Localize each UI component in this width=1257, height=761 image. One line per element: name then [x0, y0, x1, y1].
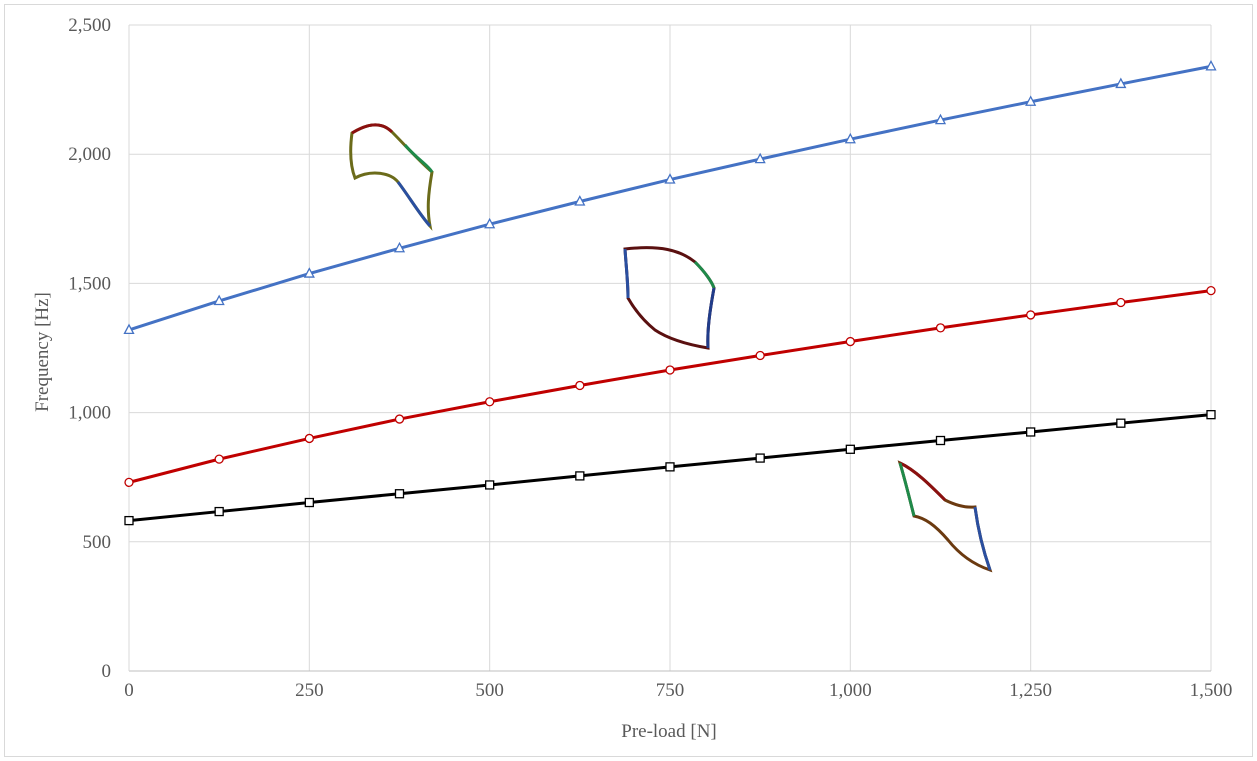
chart-frame [4, 4, 1253, 757]
series-1-point-10 [1026, 310, 1036, 320]
upper-mode-shape-icon [349, 123, 434, 231]
series-1-point-7 [755, 350, 765, 361]
series-1-point-5 [575, 380, 585, 391]
series-2-point-10 [1026, 427, 1036, 437]
x-tick-labels: 0 250 500 750 1,000 1,250 1,500 [124, 680, 1232, 701]
lower-mode-shape-icon [897, 460, 993, 573]
series-2-point-2 [304, 497, 314, 508]
x-tick-label-1: 250 [295, 680, 324, 701]
series-1-point-9 [935, 323, 946, 333]
series-1-point-2 [304, 433, 314, 444]
middle-mode-shape-icon [623, 246, 716, 350]
series-2-point-11 [1116, 418, 1126, 428]
series-0-point-3 [393, 241, 406, 253]
y-tick-label-3: 1,500 [68, 273, 111, 294]
series-1-point-11 [1116, 297, 1126, 308]
series-2-point-5 [575, 471, 585, 481]
grid-lines [129, 24, 1212, 671]
series-0-point-8 [844, 132, 856, 144]
y-tick-label-4: 2,000 [68, 144, 111, 165]
y-tick-label-2: 1,000 [68, 403, 111, 424]
series-1-point-6 [665, 365, 675, 375]
series-2-point-8 [845, 444, 855, 454]
y-tick-label-0: 0 [102, 661, 112, 682]
series-0-point-1 [213, 294, 225, 306]
series-0-point-2 [303, 267, 315, 278]
series-1-point-8 [845, 336, 855, 347]
x-tick-label-4: 1,000 [829, 680, 872, 701]
series-2-point-6 [665, 462, 675, 472]
series-0-point-6 [664, 173, 676, 184]
y-tick-label-1: 500 [83, 532, 112, 553]
series-0-point-4 [484, 217, 496, 229]
series-0-point-7 [754, 152, 766, 164]
series-1 [124, 285, 1216, 488]
series-1-point-12 [1206, 285, 1216, 296]
series-2-point-1 [214, 506, 224, 517]
series-2-point-9 [935, 435, 946, 446]
series-1-point-0 [124, 477, 134, 488]
series-0-point-5 [574, 195, 586, 206]
y-axis-title: Frequency [Hz] [32, 292, 53, 412]
series-2-point-4 [485, 480, 495, 490]
x-tick-label-5: 1,250 [1009, 680, 1052, 701]
series-1-point-3 [394, 414, 405, 424]
x-tick-label-2: 500 [475, 680, 504, 701]
series-0 [123, 59, 1217, 335]
x-axis-title: Pre-load [N] [621, 721, 717, 742]
series-0-point-12 [1205, 59, 1217, 71]
x-tick-label-3: 750 [656, 680, 685, 701]
y-tick-label-5: 2,500 [68, 15, 111, 36]
series-2-point-3 [394, 489, 405, 499]
y-tick-labels: 0 500 1,000 1,500 2,000 2,500 [68, 15, 111, 682]
series-1-point-1 [214, 454, 224, 464]
series-2-point-12 [1206, 410, 1216, 420]
series-1-point-4 [485, 397, 495, 407]
series-0-point-10 [1025, 95, 1037, 106]
series-0-point-9 [934, 113, 947, 125]
x-tick-label-0: 0 [124, 680, 134, 701]
series-group [123, 59, 1217, 526]
series-0-point-11 [1115, 77, 1127, 89]
series-2-point-7 [755, 453, 765, 463]
series-2 [124, 410, 1216, 526]
x-tick-label-6: 1,500 [1190, 680, 1233, 701]
series-2-point-0 [124, 515, 134, 526]
axes [128, 25, 1211, 672]
series-0-point-0 [123, 323, 135, 335]
